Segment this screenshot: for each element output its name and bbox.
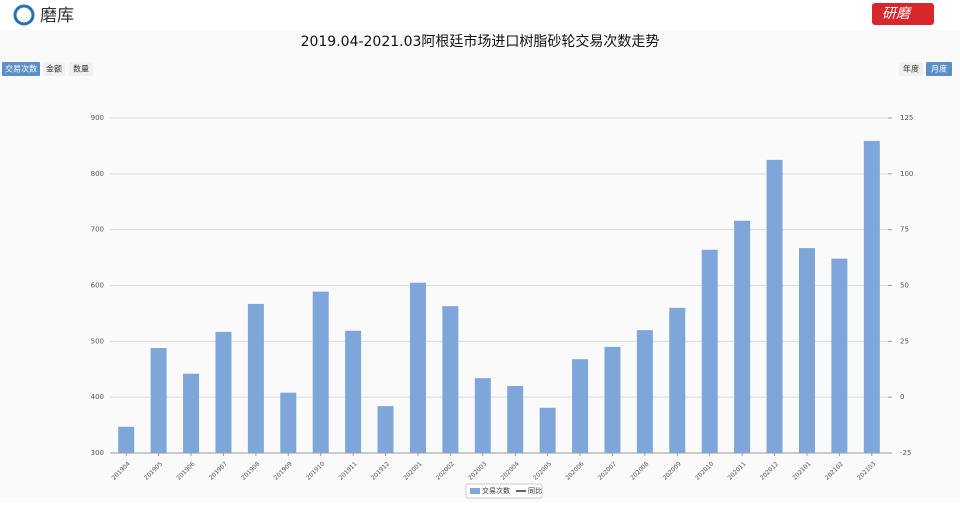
bar xyxy=(442,306,459,453)
bar xyxy=(183,373,200,453)
legend-label: 交易次数 xyxy=(482,486,510,495)
tab-button[interactable] xyxy=(69,62,93,76)
bar xyxy=(701,249,718,453)
y2-tick-label: 125 xyxy=(900,114,913,122)
tab-label[interactable]: 数量 xyxy=(73,64,89,74)
logo-icon xyxy=(13,4,35,26)
bar xyxy=(604,346,621,453)
bar xyxy=(215,331,232,453)
tab-label[interactable]: 月度 xyxy=(931,64,947,74)
bar xyxy=(863,140,880,453)
bar xyxy=(377,406,394,453)
bar xyxy=(474,378,491,453)
y2-tick-label: -25 xyxy=(900,449,911,457)
y-tick-label: 700 xyxy=(91,226,104,234)
legend-box xyxy=(465,483,543,499)
chart-title: 2019.04-2021.03阿根廷市场进口树脂砂轮交易次数走势 xyxy=(301,33,660,50)
y-tick-label: 400 xyxy=(91,393,104,401)
bar xyxy=(539,407,556,453)
y2-tick-label: 75 xyxy=(900,226,909,234)
bar xyxy=(798,248,815,453)
bar xyxy=(118,426,135,453)
bar xyxy=(734,220,751,453)
y2-tick-label: 0 xyxy=(900,393,904,401)
tab-button[interactable] xyxy=(2,62,40,76)
y-tick-label: 900 xyxy=(91,114,104,122)
tab-label[interactable]: 年度 xyxy=(903,64,919,74)
bar xyxy=(636,330,653,453)
y-tick-label: 300 xyxy=(91,449,104,457)
y-tick-label: 800 xyxy=(91,170,104,178)
bar xyxy=(766,159,783,453)
y2-tick-label: 100 xyxy=(900,170,913,178)
tab-button[interactable] xyxy=(43,62,65,76)
brand-bg xyxy=(872,3,934,25)
bar xyxy=(312,291,329,453)
brand: 研磨 xyxy=(882,6,912,22)
bar xyxy=(150,348,167,453)
bar xyxy=(669,307,686,453)
tab-button[interactable] xyxy=(926,62,952,76)
bar xyxy=(280,392,297,453)
y2-tick-label: 25 xyxy=(900,337,909,345)
bar xyxy=(409,282,426,453)
legend-label: 同比 xyxy=(528,486,542,495)
bar xyxy=(345,330,362,453)
y-tick-label: 500 xyxy=(91,337,104,345)
bar xyxy=(507,386,524,453)
y2-tick-label: 50 xyxy=(900,282,909,290)
logo: 磨库 xyxy=(40,6,74,26)
y-tick-label: 600 xyxy=(91,282,104,290)
legend-swatch xyxy=(470,488,480,494)
bar xyxy=(247,303,264,453)
bar xyxy=(572,359,589,453)
tab-label[interactable]: 金额 xyxy=(46,64,62,74)
bar xyxy=(831,258,848,453)
tab-button[interactable] xyxy=(899,62,923,76)
tab-label[interactable]: 交易次数 xyxy=(5,64,37,74)
